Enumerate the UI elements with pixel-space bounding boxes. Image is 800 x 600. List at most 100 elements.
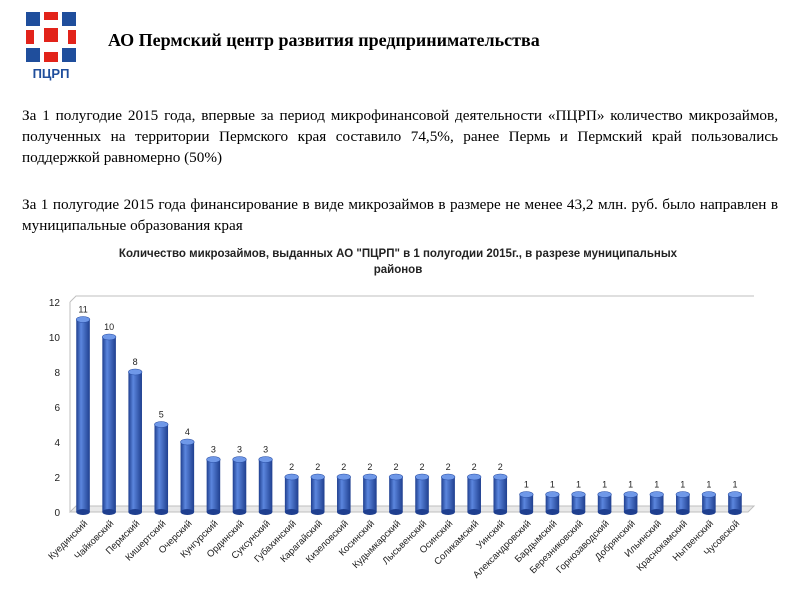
bar-top [102,333,117,341]
bar-base [415,509,429,515]
bar-top [623,491,638,498]
bar-base [571,509,586,515]
data-label: 1 [680,480,685,490]
bar-base [102,509,116,515]
bar-top [258,456,273,463]
bar-top [128,368,143,376]
y-tick-label: 10 [49,333,61,344]
bar-top [441,473,456,481]
bar-top [701,491,716,498]
data-label: 5 [159,410,164,420]
bar [310,477,325,512]
data-label: 2 [367,462,372,472]
data-label: 8 [133,357,138,367]
y-tick-label: 6 [54,403,60,414]
data-label: 3 [211,445,216,455]
bar-top [545,491,560,498]
bar-top [571,491,586,498]
logo-text: ПЦРП [33,66,70,81]
bar-base [389,509,403,515]
data-label: 1 [524,480,529,490]
data-label: 3 [263,445,268,455]
bar-top [649,491,664,498]
bar [102,337,116,512]
data-label: 1 [602,480,607,490]
bar-top [336,473,351,481]
page-title: АО Пермский центр развития предпринимате… [108,30,540,50]
chart-title-line-2: районов [374,264,423,276]
bar-base [180,509,195,515]
bar [232,459,247,512]
y-tick-label: 2 [54,473,60,484]
data-label: 10 [104,322,114,332]
bar [597,494,612,512]
bar-base [623,509,638,515]
bar-base [441,509,455,515]
bar-base [337,509,351,515]
bar-base [728,509,742,515]
data-label: 1 [550,480,555,490]
bar [76,319,90,512]
data-label: 2 [315,462,320,472]
bar [728,494,742,512]
microloans-bar-chart: Количество микрозаймов, выданных АО "ПЦР… [46,248,756,581]
bar-top [310,473,325,481]
bar-top [388,473,404,481]
bar [389,477,403,512]
paragraph-funding: За 1 полугодие 2015 года финансирование … [22,196,778,234]
bar-base [649,509,664,515]
bar-base [363,509,377,515]
bar-base [519,509,534,515]
pcrp-logo: ПЦРП [26,12,76,81]
bar-top [467,473,482,481]
bar-top [284,473,299,481]
bar [649,494,664,512]
data-label: 2 [446,462,451,472]
bar-top [675,491,690,498]
y-tick-label: 0 [54,508,60,519]
bar-base [545,509,560,515]
bar [702,494,716,512]
y-tick-label: 8 [54,368,60,379]
bar [571,494,586,512]
bar [519,494,534,512]
bar [441,477,455,512]
bar-base [284,509,299,515]
bar-base [676,509,690,515]
bar [206,459,221,512]
data-label: 1 [576,480,581,490]
plot-area: 02468101211Куединский10Чайковский8Пермск… [46,295,756,581]
plot-back-edge [69,295,754,303]
bar-base [702,509,716,515]
logo-emblem [26,12,76,62]
bar [128,372,142,512]
data-label: 1 [654,480,659,490]
bar [363,477,377,512]
bar [467,477,481,512]
bar-top [414,473,430,481]
bar-base [597,509,612,515]
data-label: 1 [706,480,711,490]
data-label: 3 [237,445,242,455]
data-label: 2 [341,462,346,472]
bar-base [258,509,273,515]
bar-top [75,316,91,323]
bar-top [493,473,508,481]
data-label: 2 [472,462,477,472]
bar-top [519,491,534,498]
bar-top [727,491,743,498]
bar [337,477,351,512]
y-tick-label: 12 [49,298,61,309]
y-tick-label: 4 [54,438,60,449]
bar [676,494,690,512]
data-label: 2 [289,462,294,472]
bar [493,477,508,512]
bar-base [154,509,169,515]
bar-base [232,509,247,515]
bar-top [232,456,247,463]
paragraph-market-share: За 1 полугодие 2015 года, впервые за пер… [22,107,778,166]
bar [623,494,638,512]
bar-top [154,421,169,428]
data-label: 1 [628,480,633,490]
data-label: 11 [78,305,87,315]
